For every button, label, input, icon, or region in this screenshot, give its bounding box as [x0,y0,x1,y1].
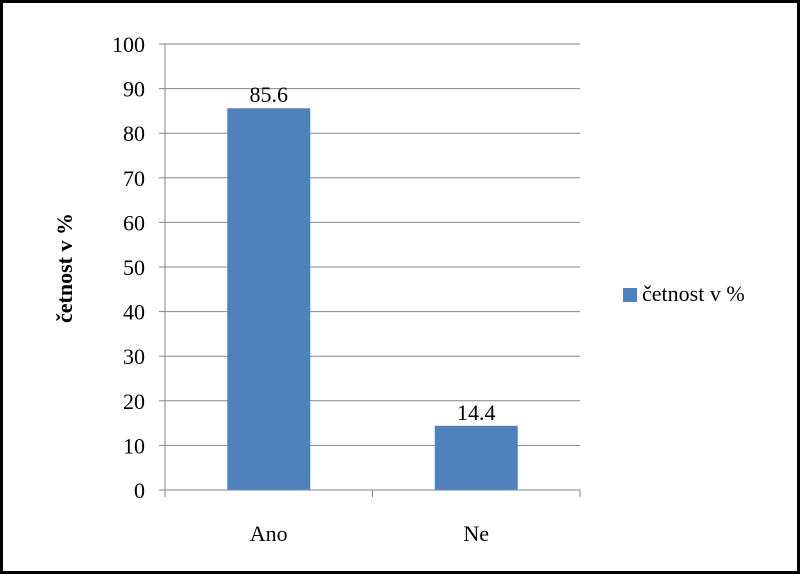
y-axis-label: četnost v % [52,213,77,323]
x-category-label: Ne [463,521,489,546]
y-tick-label: 20 [123,389,145,414]
y-tick-label: 10 [123,433,145,458]
y-tick-label: 90 [123,77,145,102]
y-tick-labels: 0 10 20 30 40 50 60 70 80 90 100 [112,32,145,503]
legend-swatch [623,288,637,302]
bar-ano [227,108,311,490]
bars [227,108,518,490]
y-tick-label: 80 [123,121,145,146]
y-tick-label: 50 [123,255,145,280]
y-tick-label: 100 [112,32,145,57]
x-category-labels: Ano Ne [250,521,489,546]
y-tick-label: 0 [134,478,145,503]
y-tick-label: 30 [123,344,145,369]
axes [159,43,581,497]
data-labels: 85.6 14.4 [250,82,496,425]
y-tick-label: 70 [123,166,145,191]
legend: četnost v % [623,281,745,306]
data-label: 85.6 [250,82,289,107]
y-tick-label: 40 [123,300,145,325]
y-tick-label: 60 [123,210,145,235]
x-category-label: Ano [250,521,288,546]
bar-ne [434,425,518,490]
data-label: 14.4 [457,400,496,425]
legend-label: četnost v % [642,281,745,306]
